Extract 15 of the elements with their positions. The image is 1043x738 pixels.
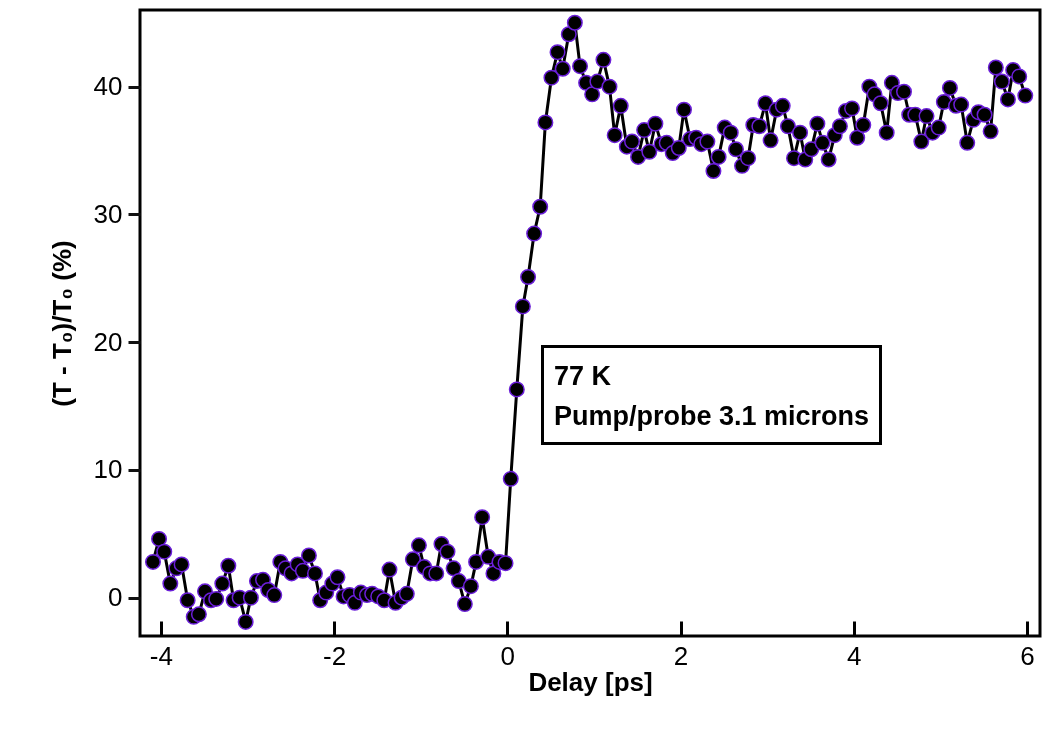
- x-tick-label: 4: [847, 640, 862, 671]
- y-tick-label: 30: [93, 198, 123, 229]
- x-tick-label: 6: [1020, 640, 1035, 671]
- x-tick-label: 2: [673, 640, 689, 671]
- y-tick-label: 10: [93, 454, 123, 485]
- annotation: Pump/probe 3.1 microns: [554, 400, 870, 433]
- y-axis-title: (T - T₀)/T₀ (%): [46, 240, 77, 407]
- y-tick-label: 0: [108, 582, 123, 613]
- x-tick-label: -2: [322, 640, 347, 671]
- x-axis-title: Delay [ps]: [528, 666, 653, 697]
- annotation: 77 K: [554, 360, 613, 393]
- x-tick-label: -4: [149, 640, 173, 671]
- y-tick-label: 20: [93, 326, 123, 357]
- y-tick-label: 40: [93, 71, 123, 102]
- x-tick-label: 0: [500, 640, 516, 671]
